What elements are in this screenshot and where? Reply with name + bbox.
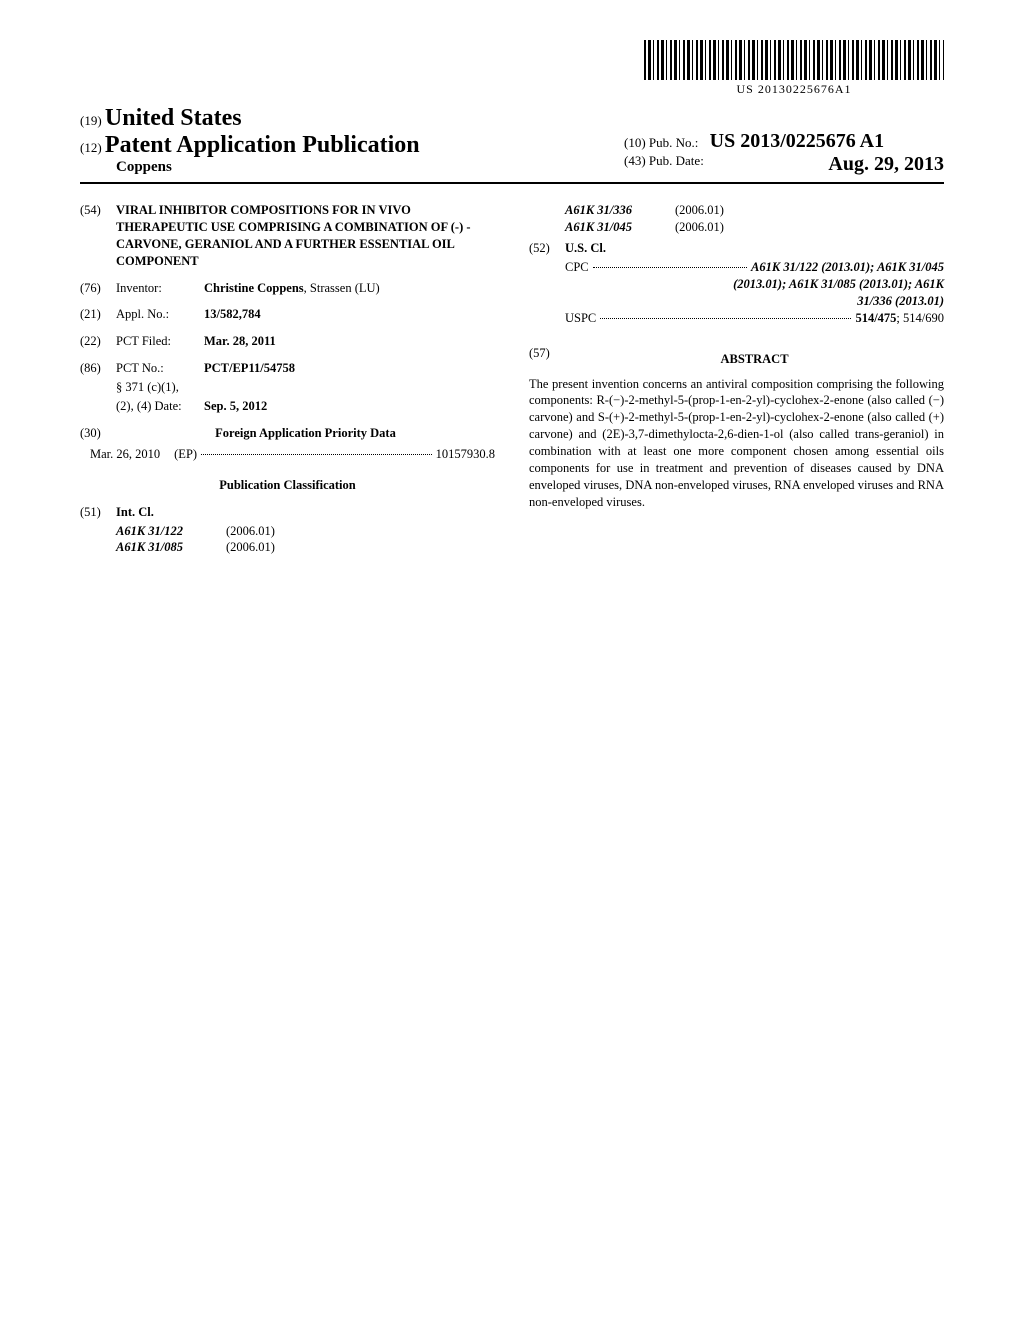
pubdate-num: (43) <box>624 153 646 168</box>
foreign-appno: 10157930.8 <box>436 446 495 463</box>
intcl-year: (2006.01) <box>226 523 275 540</box>
pubtype-line: (12) Patent Application Publication <box>80 132 420 159</box>
barcode-bars <box>644 40 944 80</box>
pctno-num: (86) <box>80 360 116 377</box>
pctno-label: PCT No.: <box>116 360 204 377</box>
intcl-year: (2006.01) <box>675 202 724 219</box>
country-line: (19) United States <box>80 105 420 132</box>
intcl-code: A61K 31/336 <box>565 202 675 219</box>
uspc-rest: ; 514/690 <box>896 311 944 325</box>
right-column: A61K 31/336 (2006.01) A61K 31/045 (2006.… <box>529 202 944 556</box>
header-right: (10) Pub. No.: US 2013/0225676 A1 (43) P… <box>624 130 944 176</box>
title-field: (54) VIRAL INHIBITOR COMPOSITIONS FOR IN… <box>80 202 495 270</box>
s371-date-label: (2), (4) Date: <box>116 398 204 415</box>
abstract-head: ABSTRACT <box>565 351 944 368</box>
cpc-label: CPC <box>565 259 589 276</box>
body-columns: (54) VIRAL INHIBITOR COMPOSITIONS FOR IN… <box>80 202 944 556</box>
abstract-head-row: (57) ABSTRACT <box>529 345 944 376</box>
pubdate-line: (43) Pub. Date: Aug. 29, 2013 <box>624 153 944 169</box>
intcl-field: (51) Int. Cl. <box>80 504 495 521</box>
cpc-row-1: CPC A61K 31/122 (2013.01); A61K 31/045 <box>565 259 944 276</box>
applno-val: 13/582,784 <box>204 307 261 321</box>
intcl-year: (2006.01) <box>226 539 275 556</box>
s371-date: Sep. 5, 2012 <box>204 399 267 413</box>
cpc-line3-code: 31/336 (2013.01) <box>857 294 944 308</box>
foreign-head-field: (30) Foreign Application Priority Data <box>80 425 495 442</box>
foreign-head: Foreign Application Priority Data <box>215 426 396 440</box>
uscl-label: U.S. Cl. <box>565 241 606 255</box>
applno-num: (21) <box>80 306 116 323</box>
pctfiled-label: PCT Filed: <box>116 333 204 350</box>
uspc-bold: 514/475 <box>855 311 896 325</box>
foreign-row: Mar. 26, 2010 (EP) 10157930.8 <box>80 446 495 463</box>
intcl-row: A61K 31/045 (2006.01) <box>565 219 944 236</box>
foreign-num: (30) <box>80 425 116 442</box>
dotline <box>593 256 747 268</box>
uspc-row: USPC 514/475; 514/690 <box>565 310 944 327</box>
uscl-num: (52) <box>529 240 565 257</box>
title-text: VIRAL INHIBITOR COMPOSITIONS FOR IN VIVO… <box>116 202 495 270</box>
pubtype-num: (12) <box>80 140 102 155</box>
cpc-block: CPC A61K 31/122 (2013.01); A61K 31/045 (… <box>529 259 944 327</box>
header-row: (19) United States (12) Patent Applicati… <box>80 105 944 176</box>
s371-label: § 371 (c)(1), <box>116 379 495 396</box>
title-num: (54) <box>80 202 116 270</box>
uspc-val: 514/475; 514/690 <box>855 310 944 327</box>
foreign-cc: (EP) <box>174 446 197 463</box>
author: Coppens <box>80 159 420 176</box>
foreign-date: Mar. 26, 2010 <box>90 446 160 463</box>
barcode-text: US 20130225676A1 <box>644 82 944 97</box>
intcl-row: A61K 31/085 (2006.01) <box>116 539 495 556</box>
barcode-block: US 20130225676A1 <box>80 40 944 97</box>
pubno: US 2013/0225676 A1 <box>710 130 884 152</box>
intcl-code: A61K 31/045 <box>565 219 675 236</box>
left-column: (54) VIRAL INHIBITOR COMPOSITIONS FOR IN… <box>80 202 495 556</box>
pctfiled-val: Mar. 28, 2011 <box>204 334 276 348</box>
pubno-line: (10) Pub. No.: US 2013/0225676 A1 <box>624 130 944 153</box>
country-num: (19) <box>80 113 102 128</box>
uspc-label: USPC <box>565 310 596 327</box>
inventor-loc: , Strassen (LU) <box>304 281 380 295</box>
barcode: US 20130225676A1 <box>644 40 944 97</box>
inventor-num: (76) <box>80 280 116 297</box>
pctno-val: PCT/EP11/54758 <box>204 361 295 375</box>
intcl-label: Int. Cl. <box>116 505 154 519</box>
pctno-field: (86) PCT No.: PCT/EP11/54758 <box>80 360 495 377</box>
pctfiled-num: (22) <box>80 333 116 350</box>
cpc-rest: (2013.01); A61K 31/085 (2013.01); A61K 3… <box>565 276 944 310</box>
cpc-line1: A61K 31/122 (2013.01); A61K 31/045 <box>751 259 944 276</box>
inventor-name: Christine Coppens <box>204 281 304 295</box>
header-rule <box>80 182 944 184</box>
pubclass-head: Publication Classification <box>80 477 495 494</box>
pubtype: Patent Application Publication <box>105 132 420 158</box>
applno-label: Appl. No.: <box>116 306 204 323</box>
pubno-num: (10) <box>624 135 646 150</box>
dotline <box>600 307 851 319</box>
header-left: (19) United States (12) Patent Applicati… <box>80 105 420 176</box>
inventor-label: Inventor: <box>116 280 204 297</box>
inventor-field: (76) Inventor: Christine Coppens, Strass… <box>80 280 495 297</box>
intcl-cont-rows: A61K 31/336 (2006.01) A61K 31/045 (2006.… <box>529 202 944 236</box>
intcl-code: A61K 31/085 <box>116 539 226 556</box>
intcl-row: A61K 31/122 (2006.01) <box>116 523 495 540</box>
intcl-rows: A61K 31/122 (2006.01) A61K 31/085 (2006.… <box>80 523 495 557</box>
intcl-year: (2006.01) <box>675 219 724 236</box>
abstract-num: (57) <box>529 345 565 376</box>
applno-field: (21) Appl. No.: 13/582,784 <box>80 306 495 323</box>
pubdate: Aug. 29, 2013 <box>828 153 944 176</box>
intcl-code: A61K 31/122 <box>116 523 226 540</box>
cpc-line2: (2013.01); A61K 31/085 (2013.01); A61K <box>565 276 944 293</box>
s371-field-1: § 371 (c)(1), <box>80 379 495 396</box>
dotline <box>201 443 432 455</box>
inventor-val: Christine Coppens, Strassen (LU) <box>204 280 495 297</box>
pubdate-label: Pub. Date: <box>649 153 704 168</box>
abstract-text: The present invention concerns an antivi… <box>529 376 944 511</box>
country: United States <box>105 105 242 131</box>
intcl-row: A61K 31/336 (2006.01) <box>565 202 944 219</box>
uscl-field: (52) U.S. Cl. <box>529 240 944 257</box>
s371-field-2: (2), (4) Date: Sep. 5, 2012 <box>80 398 495 415</box>
intcl-num: (51) <box>80 504 116 521</box>
pctfiled-field: (22) PCT Filed: Mar. 28, 2011 <box>80 333 495 350</box>
pubno-label: Pub. No.: <box>649 135 698 150</box>
